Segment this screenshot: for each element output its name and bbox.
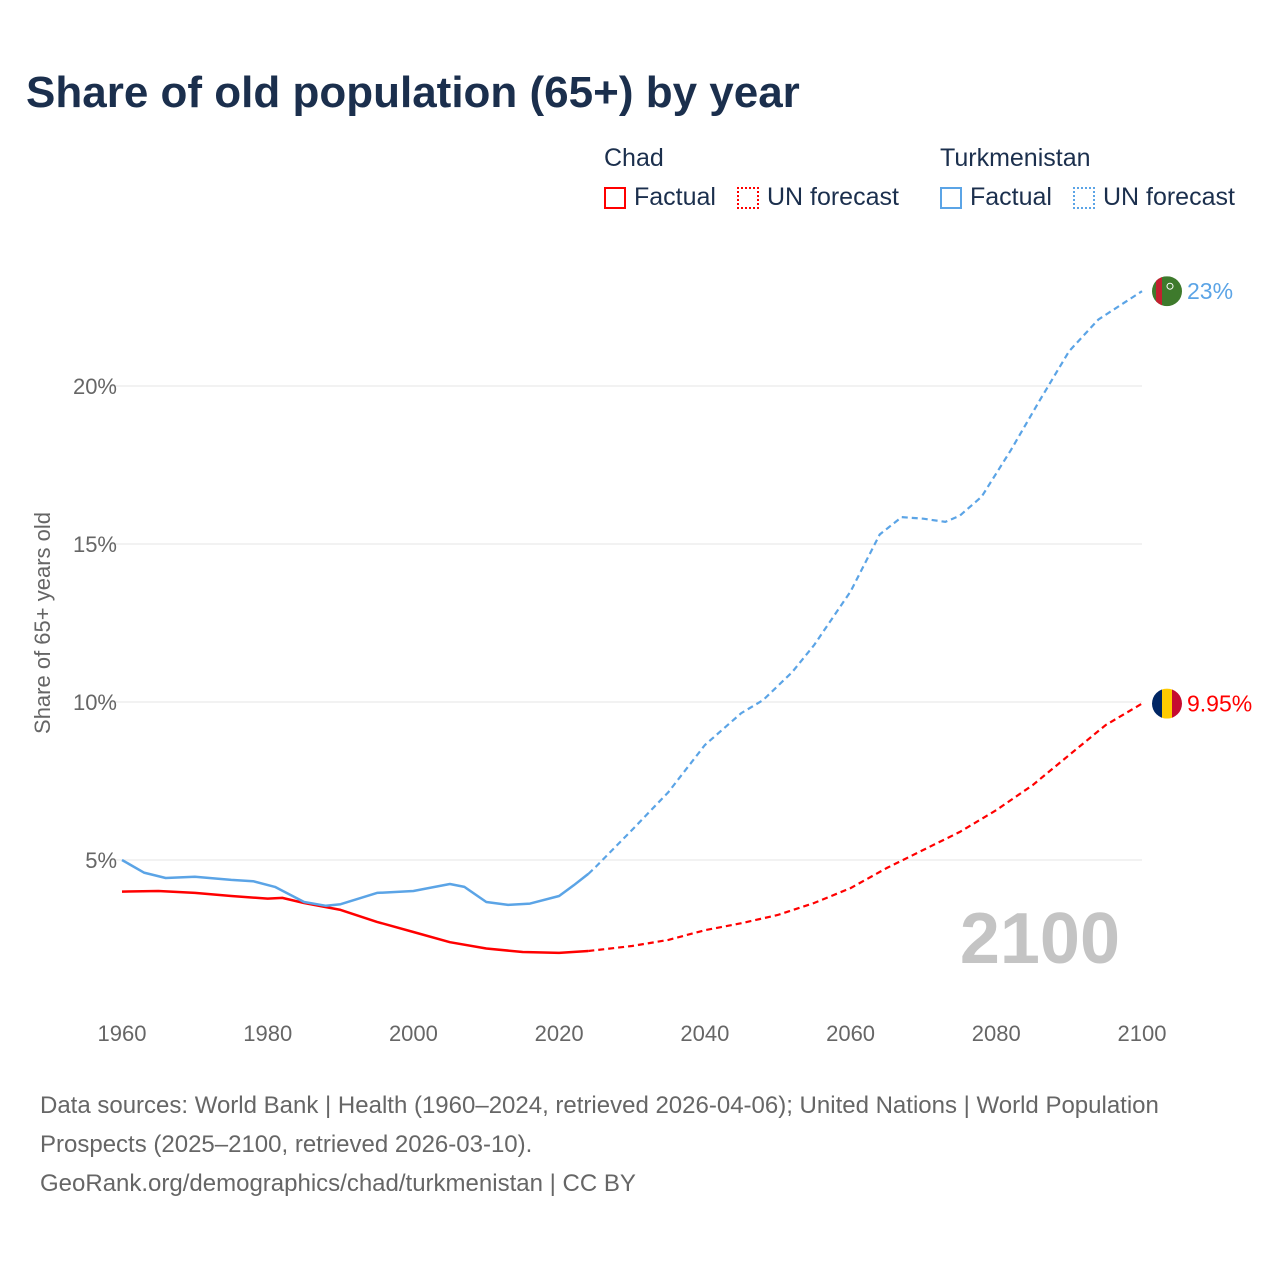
legend-group-name: Chad bbox=[604, 144, 664, 172]
flag-stripe bbox=[1162, 688, 1172, 719]
y-tick-label: 5% bbox=[85, 848, 117, 873]
legend-label: UN forecast bbox=[1102, 183, 1235, 211]
y-tick-label: 15% bbox=[73, 532, 117, 557]
data-sources: Data sources: World Bank | Health (1960–… bbox=[40, 1092, 1159, 1158]
chad-factual-line bbox=[121, 889, 589, 955]
turkmenistan-factual-line bbox=[121, 858, 590, 908]
legend-chad-factual[interactable]: Factual bbox=[604, 183, 716, 212]
legend-group-turkmenistan: Turkmenistan Factual UN forecast bbox=[940, 144, 1235, 216]
x-tick-label: 2040 bbox=[680, 1021, 729, 1046]
year-watermark: 2100 bbox=[960, 899, 1120, 979]
chad-flag-icon bbox=[1152, 688, 1182, 719]
x-tick-label: 1980 bbox=[243, 1021, 292, 1046]
legend-swatch-solid bbox=[940, 186, 962, 209]
x-tick-label: 2080 bbox=[972, 1021, 1021, 1046]
line-chart: 5% 10% 15% 20% 1960 1980 2000 2020 2040 2060 2080 2… bbox=[30, 276, 1252, 1046]
x-tick-label: 2000 bbox=[389, 1021, 438, 1046]
turkmenistan-flag-icon bbox=[1152, 276, 1182, 307]
legend-turkmenistan-factual[interactable]: Factual bbox=[940, 183, 1052, 212]
legend-swatch-solid bbox=[604, 186, 626, 209]
legend-turkmenistan-forecast[interactable]: UN forecast bbox=[1072, 183, 1235, 212]
legend-chad-forecast[interactable]: UN forecast bbox=[736, 183, 899, 212]
legend-label: Factual bbox=[970, 183, 1052, 211]
footer: Data sources: World Bank | Health (1960–… bbox=[40, 1086, 1160, 1203]
chad-end-label: 9.95% bbox=[1187, 691, 1252, 717]
x-tick-label: 2100 bbox=[1118, 1021, 1167, 1046]
turkmenistan-forecast-line bbox=[587, 290, 1143, 875]
flag-stripe bbox=[1172, 688, 1182, 719]
legend-swatch-dotted bbox=[736, 186, 759, 209]
legend-label: Factual bbox=[634, 183, 716, 211]
flag-crescent bbox=[1166, 282, 1174, 290]
legend-label: UN forecast bbox=[766, 183, 899, 211]
legend-swatch-dotted bbox=[1072, 186, 1095, 209]
y-axis-label: Share of 65+ years old bbox=[30, 512, 55, 734]
legend-group-name: Turkmenistan bbox=[940, 144, 1091, 172]
y-tick-label: 20% bbox=[73, 374, 117, 399]
chart-title: Share of old population (65+) by year bbox=[26, 68, 800, 117]
x-tick-label: 2020 bbox=[535, 1021, 584, 1046]
chad-forecast-line bbox=[588, 702, 1143, 953]
y-tick-label: 10% bbox=[73, 690, 117, 715]
x-tick-label: 1960 bbox=[98, 1021, 147, 1046]
x-tick-label: 2060 bbox=[826, 1021, 875, 1046]
attribution-link[interactable]: GeoRank.org/demographics/chad/turkmenist… bbox=[40, 1170, 636, 1197]
flag-stripe bbox=[1156, 276, 1162, 307]
legend-group-chad: Chad Factual UN forecast bbox=[604, 144, 913, 216]
turkmenistan-end-label: 23% bbox=[1187, 278, 1233, 304]
flag-stripe bbox=[1152, 688, 1162, 719]
